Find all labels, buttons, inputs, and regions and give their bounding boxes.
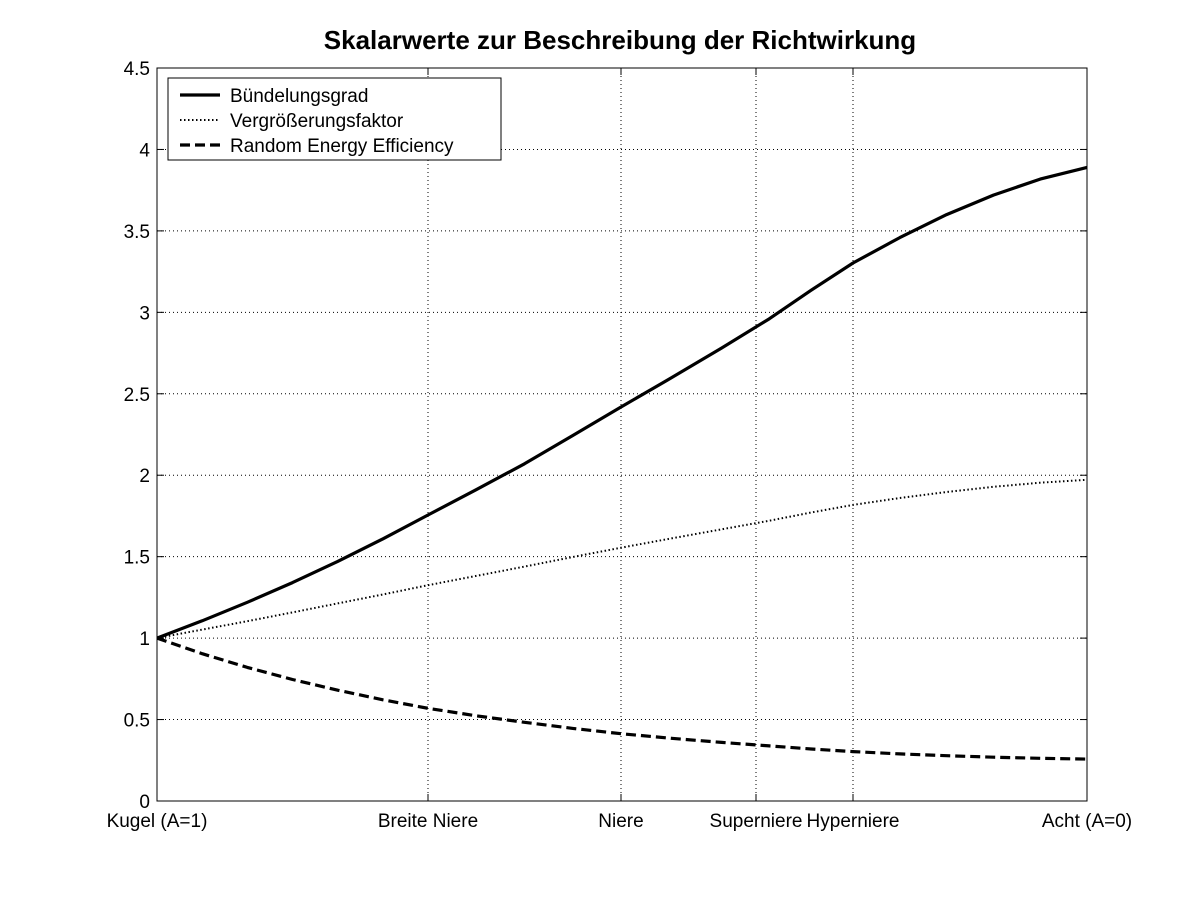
axis-ticks: 0 0.5 1 1.5 2 2.5 3 3.5 4 4.5 Kugel (A=1) Breite Ni… <box>107 59 1133 832</box>
legend-label: Vergrößerungsfaktor <box>230 111 404 132</box>
grid-lines <box>157 68 1087 801</box>
plot-frame <box>156 67 1088 802</box>
y-tick-label: 1.5 <box>124 548 150 569</box>
chart-title: Skalarwerte zur Beschreibung der Richtwi… <box>324 25 916 55</box>
y-tick-label: 0 <box>139 792 150 813</box>
series-line-1 <box>156 165 1088 640</box>
y-tick-label: 3.5 <box>124 222 150 243</box>
x-tick-label: Niere <box>598 811 643 832</box>
y-tick-label: 4.5 <box>124 59 150 80</box>
x-tick-label: Acht (A=0) <box>1042 811 1132 832</box>
legend-label: Bündelungsgrad <box>230 86 368 107</box>
legend-label: Random Energy Efficiency <box>230 136 454 157</box>
series-lines <box>156 165 1088 761</box>
y-tick-label: 1 <box>139 629 150 650</box>
y-tick-label: 4 <box>139 140 150 161</box>
series-line-2 <box>156 478 1088 640</box>
series-line-3 <box>156 636 1088 761</box>
legend-box <box>167 77 502 161</box>
x-tick-label: Kugel (A=1) <box>107 811 208 832</box>
x-tick-label: Breite Niere <box>378 811 478 832</box>
y-tick-label: 2 <box>139 466 150 487</box>
y-tick-label: 3 <box>139 303 150 324</box>
x-tick-label: Hyperniere <box>807 811 900 832</box>
legend: Bündelungsgrad Vergrößerungsfaktor Random … <box>167 77 502 161</box>
y-tick-label: 0.5 <box>124 711 150 732</box>
x-tick-label: Superniere <box>710 811 803 832</box>
y-tick-label: 2.5 <box>124 385 150 406</box>
